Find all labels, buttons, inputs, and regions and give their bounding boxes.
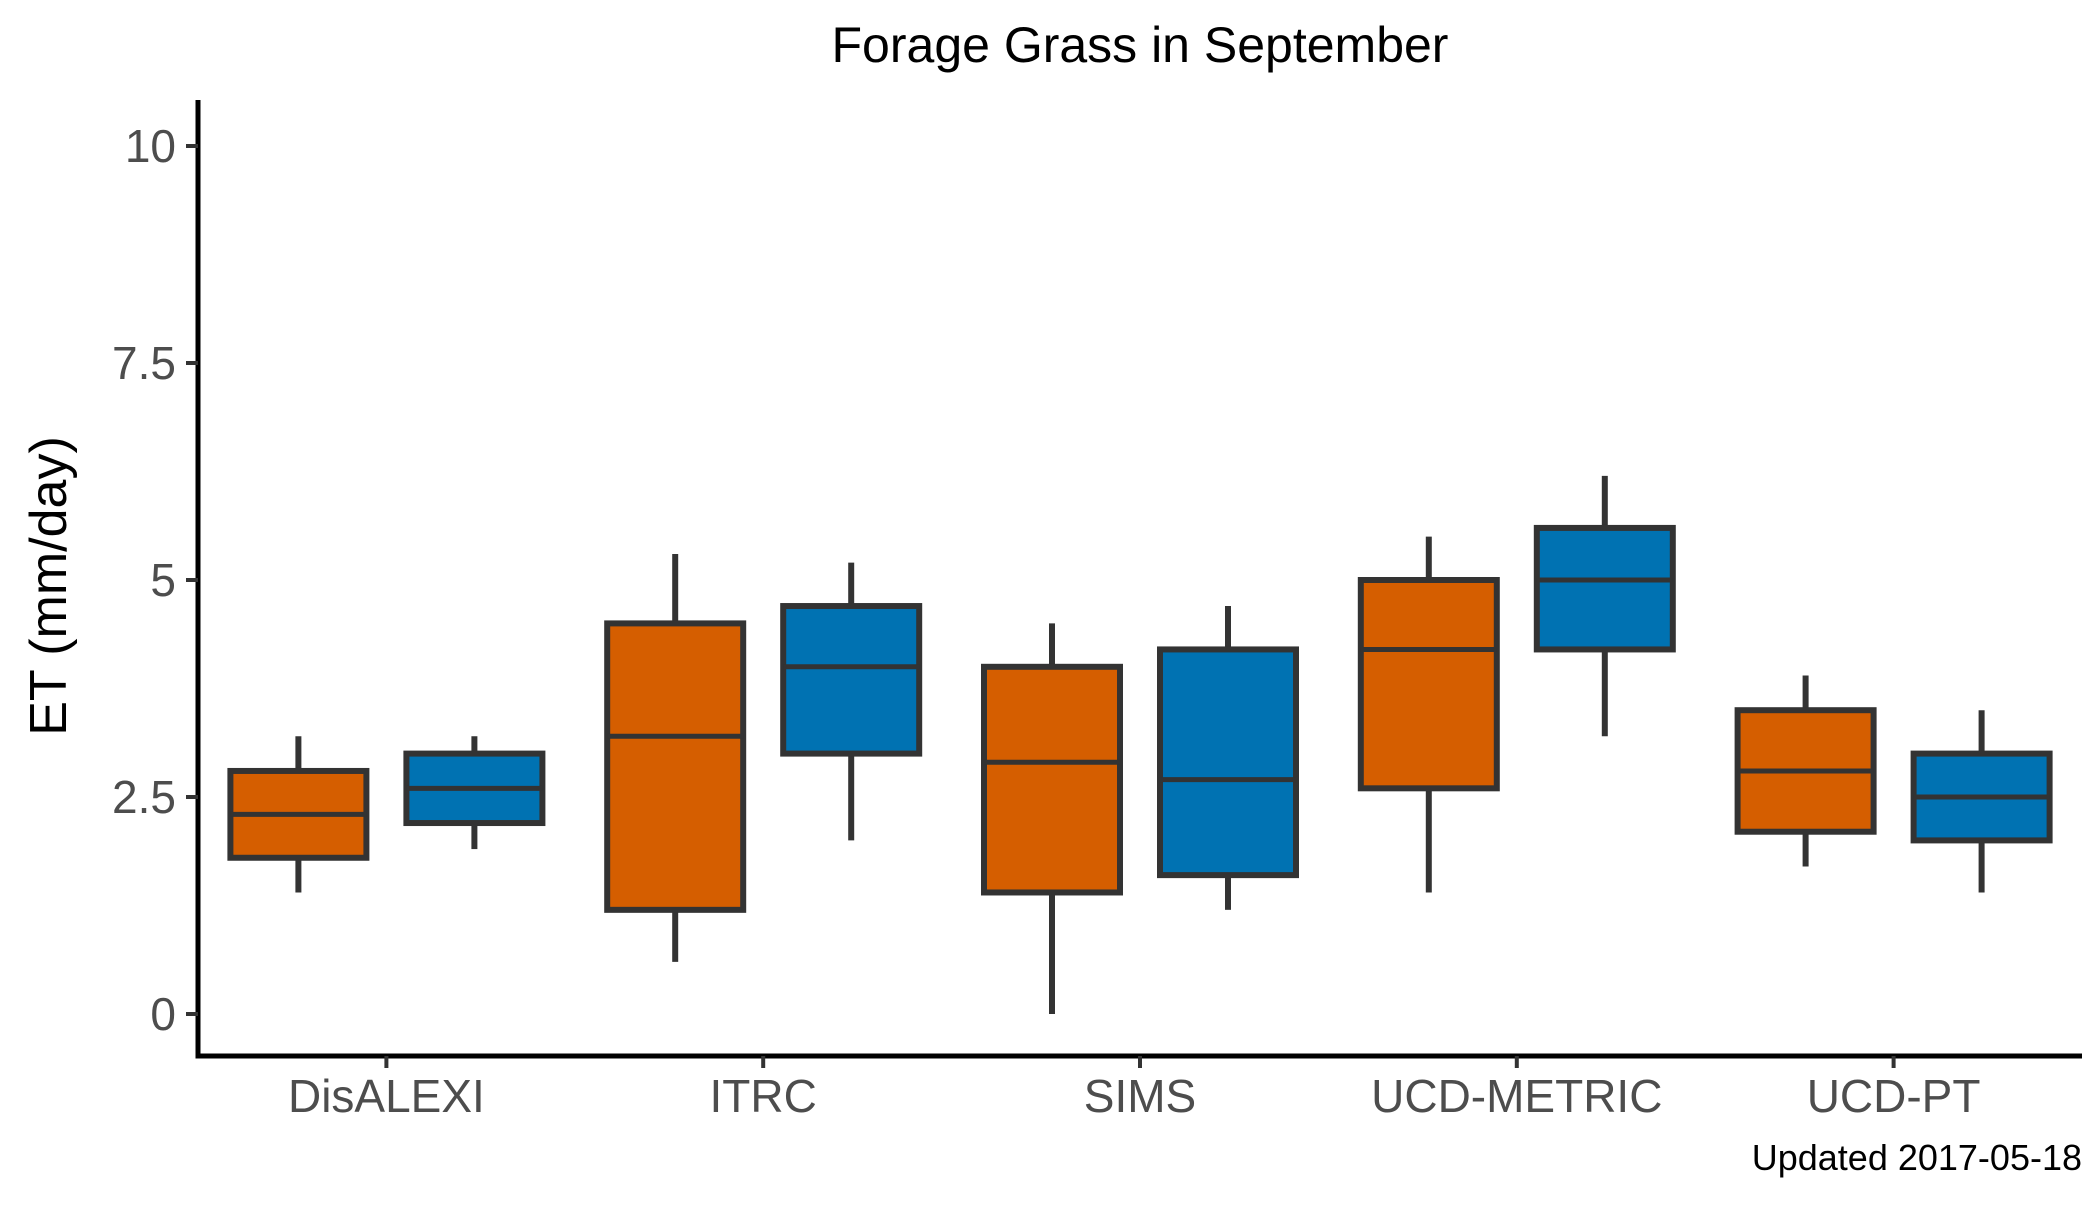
box-blue-itrc bbox=[780, 562, 923, 841]
box-orange-disalexi bbox=[227, 736, 370, 893]
y-tick-label: 2.5 bbox=[112, 771, 176, 823]
box-body bbox=[780, 603, 923, 757]
box-orange-sims bbox=[981, 623, 1123, 1014]
plot-area: 0 2.5 5 7.5 10 DisALEXI ITRC SIMS UCD-METRIC UCD-… bbox=[112, 100, 2082, 1122]
box-body bbox=[604, 620, 747, 913]
box-body bbox=[1533, 524, 1676, 653]
box-blue-ucd-metric bbox=[1533, 475, 1676, 737]
y-axis-label: ET (mm/day) bbox=[20, 436, 78, 736]
box-body bbox=[1357, 577, 1500, 792]
y-tick-label: 7.5 bbox=[112, 337, 176, 389]
updated-caption: Updated 2017-05-18 bbox=[1752, 1137, 2082, 1178]
box-orange-itrc bbox=[604, 553, 747, 962]
box-orange-ucd-metric bbox=[1357, 536, 1500, 893]
box-orange-ucd-pt bbox=[1734, 675, 1877, 867]
x-tick-label: UCD-PT bbox=[1807, 1070, 1981, 1122]
x-tick-label: SIMS bbox=[1084, 1070, 1196, 1122]
x-tick-label: UCD-METRIC bbox=[1371, 1070, 1662, 1122]
y-tick-label: 5 bbox=[150, 554, 176, 606]
box-body bbox=[1157, 646, 1299, 879]
y-tick-label: 0 bbox=[150, 988, 176, 1040]
chart-title: Forage Grass in September bbox=[832, 17, 1449, 73]
x-tick-label: DisALEXI bbox=[288, 1070, 485, 1122]
box-body bbox=[981, 663, 1123, 896]
box-blue-disalexi bbox=[403, 736, 546, 850]
y-tick-label: 10 bbox=[125, 120, 176, 172]
box-blue-ucd-pt bbox=[1910, 710, 2053, 893]
x-tick-label: ITRC bbox=[710, 1070, 817, 1122]
box-blue-sims bbox=[1157, 606, 1299, 910]
